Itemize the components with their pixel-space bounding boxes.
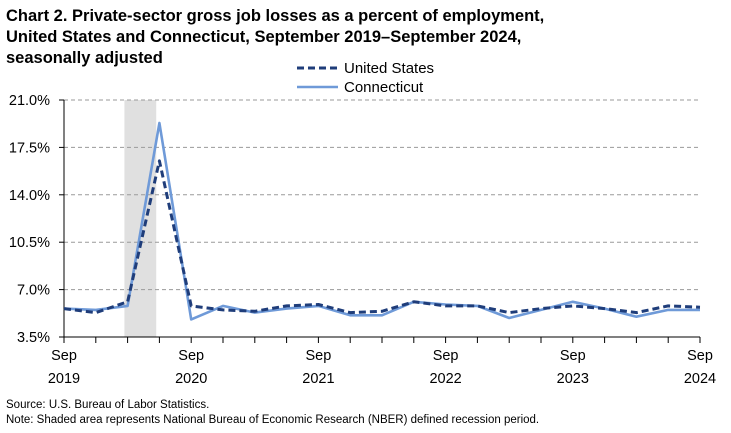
x-tick-month: Sep [433, 348, 459, 364]
y-tick-label: 10.5% [9, 235, 50, 251]
chart-title: Chart 2. Private-sector gross job losses… [6, 6, 706, 69]
y-tick-label: 3.5% [17, 330, 50, 346]
x-tick-year: 2022 [429, 371, 461, 387]
legend: United States Connecticut [297, 60, 434, 96]
x-tick-month: Sep [178, 348, 204, 364]
x-tick-year: 2024 [684, 371, 716, 387]
recession-note: Note: Shaded area represents National Bu… [6, 414, 540, 426]
axes [59, 99, 701, 343]
x-tick-month: Sep [305, 348, 331, 364]
y-tick-label: 7.0% [17, 283, 50, 299]
y-tick-label: 17.5% [9, 140, 50, 156]
x-tick-month: Sep [560, 348, 586, 364]
y-tick-label: 14.0% [9, 188, 50, 204]
y-tick-label: 21.0% [9, 93, 50, 109]
chart-title-line-3: seasonally adjusted [6, 49, 163, 67]
x-tick-year: 2023 [557, 371, 589, 387]
source-note: Source: U.S. Bureau of Labor Statistics. [6, 399, 210, 411]
x-tick-year: 2020 [175, 371, 207, 387]
x-tick-year: 2021 [302, 371, 334, 387]
legend-label: United States [344, 60, 434, 77]
x-tick-month: Sep [51, 348, 77, 364]
series-lines [63, 121, 701, 321]
series-line-united-states [63, 159, 701, 315]
y-tick-labels: 3.5% 7.0% 10.5% 14.0% 17.5% 21.0% [9, 93, 50, 346]
chart-title-line-1: Chart 2. Private-sector gross job losses… [6, 7, 545, 25]
x-tick-month: Sep [687, 348, 713, 364]
chart-title-line-2: United States and Connecticut, September… [6, 28, 522, 46]
x-tick-labels: Sep 2019 Sep 2020 Sep 2021 Sep 2022 Sep 2023 Sep 20… [48, 348, 716, 387]
x-tick-year: 2019 [48, 371, 80, 387]
legend-label: Connecticut [344, 79, 424, 96]
